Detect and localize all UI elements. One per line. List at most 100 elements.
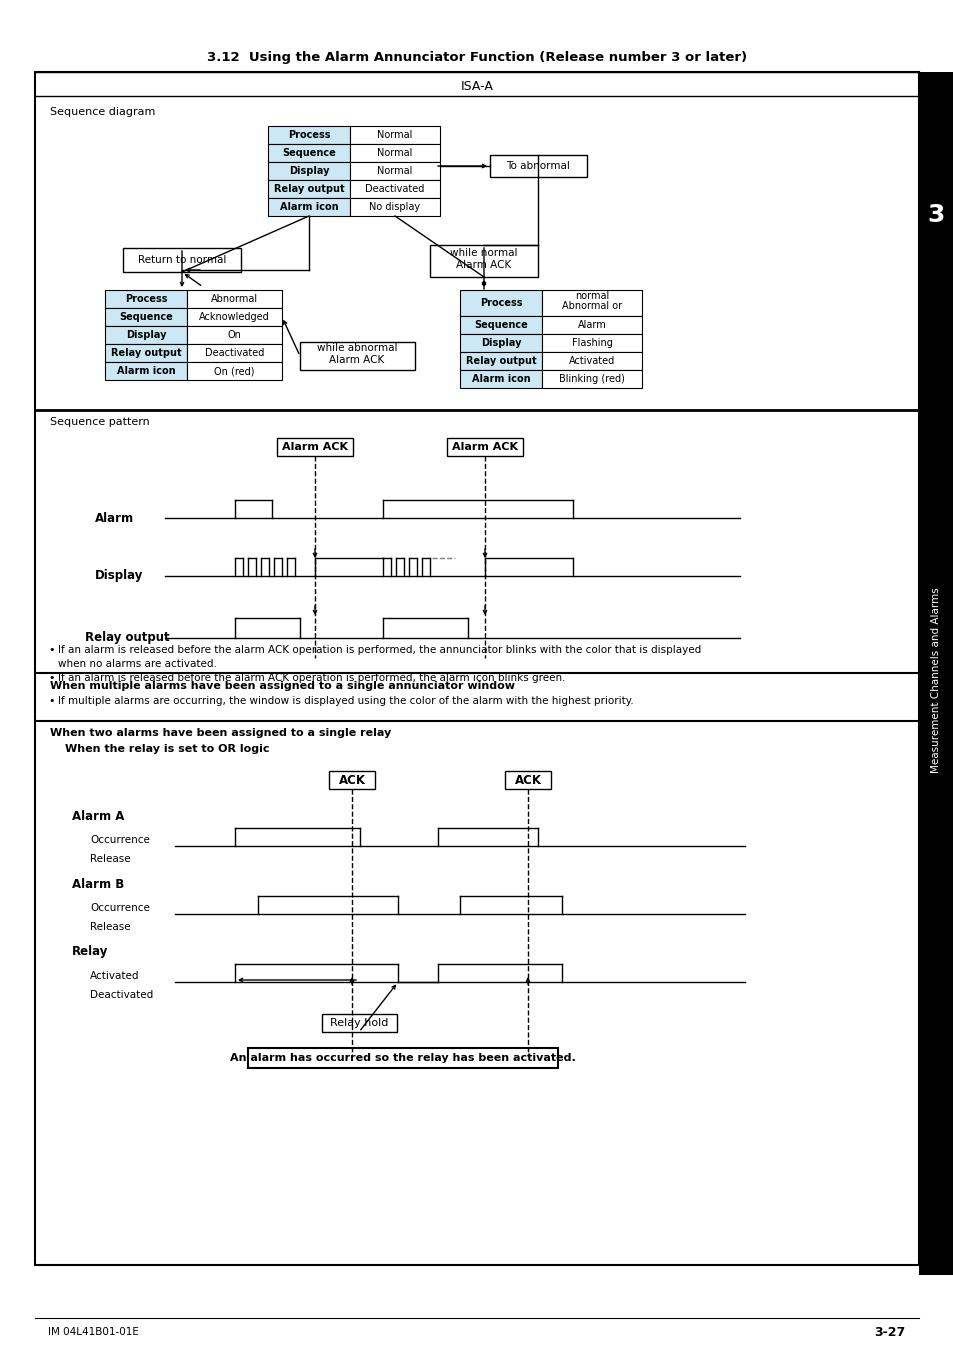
Bar xyxy=(268,126,350,144)
Bar xyxy=(350,198,439,216)
Text: Relay output: Relay output xyxy=(85,632,170,644)
Text: Sequence: Sequence xyxy=(119,312,172,323)
Text: Sequence diagram: Sequence diagram xyxy=(50,107,155,117)
Text: Sequence: Sequence xyxy=(474,320,527,329)
Bar xyxy=(187,290,282,308)
Text: 3-27: 3-27 xyxy=(873,1326,904,1338)
Text: ACK: ACK xyxy=(514,774,541,787)
Text: Abnormal or: Abnormal or xyxy=(561,301,621,310)
Text: Blinking (red): Blinking (red) xyxy=(558,374,624,383)
Text: Alarm ACK: Alarm ACK xyxy=(329,355,384,364)
Text: Process: Process xyxy=(288,130,330,140)
Text: When two alarms have been assigned to a single relay: When two alarms have been assigned to a … xyxy=(50,728,391,738)
Text: When multiple alarms have been assigned to a single annunciator window: When multiple alarms have been assigned … xyxy=(50,680,515,691)
Bar xyxy=(541,370,641,387)
Bar xyxy=(187,344,282,362)
Bar xyxy=(187,362,282,379)
Text: When the relay is set to OR logic: When the relay is set to OR logic xyxy=(65,744,269,755)
Text: 3: 3 xyxy=(926,202,943,227)
Bar xyxy=(459,316,541,333)
Bar xyxy=(459,333,541,352)
Text: Release: Release xyxy=(90,922,131,931)
Text: Occurrence: Occurrence xyxy=(90,836,150,845)
Text: Alarm ACK: Alarm ACK xyxy=(452,441,517,452)
Text: Relay: Relay xyxy=(71,945,109,958)
Text: To abnormal: To abnormal xyxy=(505,161,569,171)
Bar xyxy=(268,198,350,216)
Text: when no alarms are activated.: when no alarms are activated. xyxy=(58,659,216,670)
Bar xyxy=(276,437,353,456)
Bar xyxy=(430,244,537,277)
Text: Activated: Activated xyxy=(568,356,615,366)
Text: Normal: Normal xyxy=(377,166,413,176)
Text: Process: Process xyxy=(125,294,167,304)
Bar xyxy=(918,72,953,1274)
Text: Relay output: Relay output xyxy=(465,356,536,366)
Text: •: • xyxy=(48,645,54,655)
Text: If an alarm is released before the alarm ACK operation is performed, the annunci: If an alarm is released before the alarm… xyxy=(58,645,700,655)
Text: Alarm: Alarm xyxy=(577,320,606,329)
Text: Deactivated: Deactivated xyxy=(205,348,264,358)
Bar xyxy=(35,72,918,1265)
Text: Relay hold: Relay hold xyxy=(330,1018,388,1027)
Text: Release: Release xyxy=(90,855,131,864)
Text: Return to normal: Return to normal xyxy=(137,255,226,265)
Text: Sequence pattern: Sequence pattern xyxy=(50,417,150,427)
Bar xyxy=(459,290,541,316)
Text: Abnormal: Abnormal xyxy=(211,294,258,304)
Bar xyxy=(350,126,439,144)
Text: Normal: Normal xyxy=(377,148,413,158)
Text: Alarm ACK: Alarm ACK xyxy=(282,441,348,452)
Bar xyxy=(541,352,641,370)
Bar xyxy=(123,248,241,271)
Text: Display: Display xyxy=(289,166,329,176)
Text: No display: No display xyxy=(369,202,420,212)
Bar xyxy=(504,771,551,788)
Text: Display: Display xyxy=(480,338,520,348)
Text: Alarm B: Alarm B xyxy=(71,878,124,891)
Text: On (red): On (red) xyxy=(214,366,254,377)
Bar xyxy=(459,370,541,387)
Text: Alarm ACK: Alarm ACK xyxy=(456,261,511,270)
Text: Alarm icon: Alarm icon xyxy=(116,366,175,377)
Text: Deactivated: Deactivated xyxy=(90,990,153,1000)
Text: IM 04L41B01-01E: IM 04L41B01-01E xyxy=(48,1327,139,1336)
Text: If multiple alarms are occurring, the window is displayed using the color of the: If multiple alarms are occurring, the wi… xyxy=(58,697,633,706)
Text: Alarm icon: Alarm icon xyxy=(471,374,530,383)
Bar xyxy=(105,344,187,362)
Text: •: • xyxy=(48,697,54,706)
Bar xyxy=(350,144,439,162)
Text: ISA-A: ISA-A xyxy=(460,81,493,93)
Bar xyxy=(541,333,641,352)
Text: Relay output: Relay output xyxy=(111,348,181,358)
Text: Process: Process xyxy=(479,298,521,308)
Bar xyxy=(268,144,350,162)
Bar xyxy=(447,437,522,456)
Bar xyxy=(299,342,415,370)
Bar xyxy=(490,155,586,177)
Bar xyxy=(187,308,282,325)
Bar xyxy=(105,362,187,379)
Text: Display: Display xyxy=(95,570,143,582)
Text: Flashing: Flashing xyxy=(571,338,612,348)
Text: while abnormal: while abnormal xyxy=(316,343,396,352)
Bar xyxy=(105,290,187,308)
Text: while normal: while normal xyxy=(450,248,517,258)
Text: On: On xyxy=(228,329,241,340)
Text: Occurrence: Occurrence xyxy=(90,903,150,913)
Text: Alarm A: Alarm A xyxy=(71,810,124,822)
Text: Sequence: Sequence xyxy=(282,148,335,158)
Text: Relay output: Relay output xyxy=(274,184,344,194)
Text: An alarm has occurred so the relay has been activated.: An alarm has occurred so the relay has b… xyxy=(230,1053,576,1062)
Text: Display: Display xyxy=(126,329,166,340)
Text: Alarm icon: Alarm icon xyxy=(279,202,338,212)
Bar xyxy=(187,325,282,344)
Text: 3.12  Using the Alarm Annunciator Function (Release number 3 or later): 3.12 Using the Alarm Annunciator Functio… xyxy=(207,51,746,65)
Text: Activated: Activated xyxy=(90,971,139,981)
Text: Deactivated: Deactivated xyxy=(365,184,424,194)
Bar xyxy=(459,352,541,370)
Text: Alarm: Alarm xyxy=(95,512,134,525)
Bar xyxy=(105,308,187,325)
Text: •: • xyxy=(48,674,54,683)
Text: Measurement Channels and Alarms: Measurement Channels and Alarms xyxy=(930,587,940,772)
